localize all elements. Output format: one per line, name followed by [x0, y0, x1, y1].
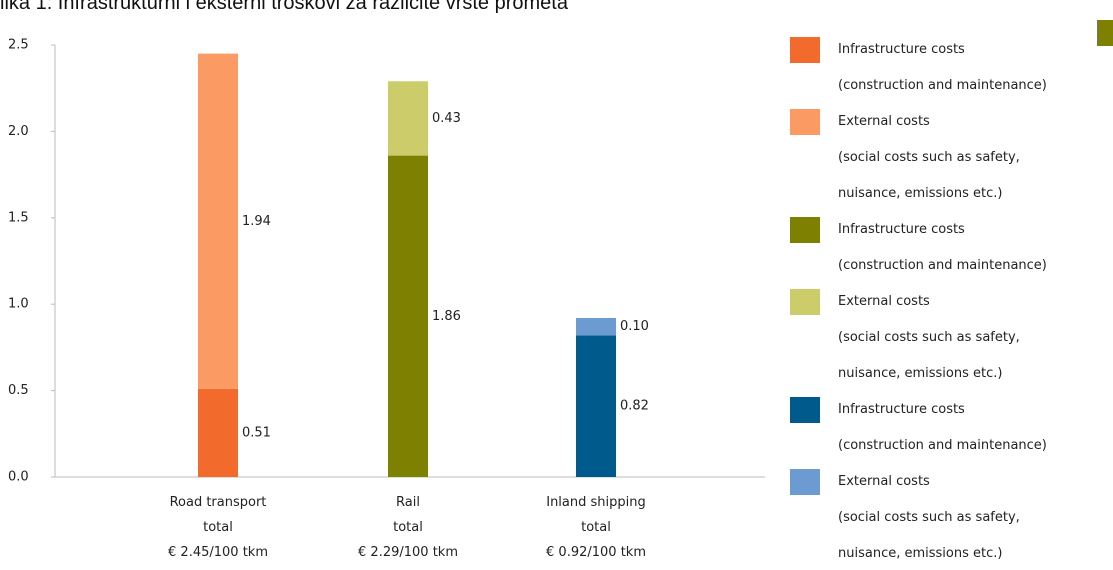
legend-entry: External costs (social costs such as saf… — [790, 469, 1020, 570]
x-tick-label: Inland shipping total € 0.92/100 tkm — [546, 495, 646, 560]
chart-title: lika 1: Infrastrukturni i eksterni trošk… — [0, 0, 568, 14]
value-label: 0.43 — [432, 111, 461, 126]
legend-label: Infrastructure costs (construction and m… — [838, 402, 1047, 453]
legend-entry: External costs (social costs such as saf… — [790, 289, 1020, 392]
legend-swatch — [790, 469, 820, 495]
legend-swatch — [790, 397, 820, 423]
legend-swatch — [790, 289, 820, 315]
value-label: 0.10 — [620, 319, 649, 334]
legend-label: Infrastructure costs (construction and m… — [838, 42, 1047, 93]
y-tick-label: 0.0 — [8, 470, 29, 485]
legend-swatch — [790, 217, 820, 243]
bar-segment — [576, 335, 616, 477]
legend-label: External costs (social costs such as saf… — [838, 114, 1020, 201]
value-label: 0.82 — [620, 399, 649, 414]
y-tick-label: 2.5 — [8, 38, 29, 53]
bar-segment — [576, 318, 616, 336]
bar-segment — [198, 388, 238, 477]
y-tick-label: 1.5 — [8, 210, 29, 225]
legend-swatch — [790, 109, 820, 135]
legend-label: External costs (social costs such as saf… — [838, 294, 1020, 381]
legend-swatch — [790, 37, 820, 63]
value-label: 1.94 — [242, 214, 271, 229]
bar-segment — [388, 81, 428, 156]
bar-segment — [388, 155, 428, 478]
legend-label: External costs (social costs such as saf… — [838, 474, 1020, 561]
value-label: 1.86 — [432, 309, 461, 324]
legend-entry: Infrastructure costs (construction and m… — [790, 37, 1047, 104]
cut-legend-swatch — [1097, 20, 1113, 46]
chart: 0.0 0.5 1.0 1.5 2.0 2.5 0.51 1.94 1.86 0.43 0.82 0.… — [8, 38, 765, 485]
bar-segment — [198, 53, 238, 389]
legend-entry: Infrastructure costs (construction and m… — [790, 397, 1047, 464]
y-tick-label: 2.0 — [8, 124, 29, 139]
y-tick-label: 1.0 — [8, 297, 29, 312]
legend-entry: Infrastructure costs (construction and m… — [790, 217, 1047, 284]
legend-label: Infrastructure costs (construction and m… — [838, 222, 1047, 273]
value-label: 0.51 — [242, 425, 271, 440]
x-tick-label: Rail total € 2.29/100 tkm — [358, 495, 458, 560]
x-tick-label: Road transport total € 2.45/100 tkm — [168, 495, 268, 560]
y-tick-label: 0.5 — [8, 383, 29, 398]
legend-entry: External costs (social costs such as saf… — [790, 109, 1020, 212]
